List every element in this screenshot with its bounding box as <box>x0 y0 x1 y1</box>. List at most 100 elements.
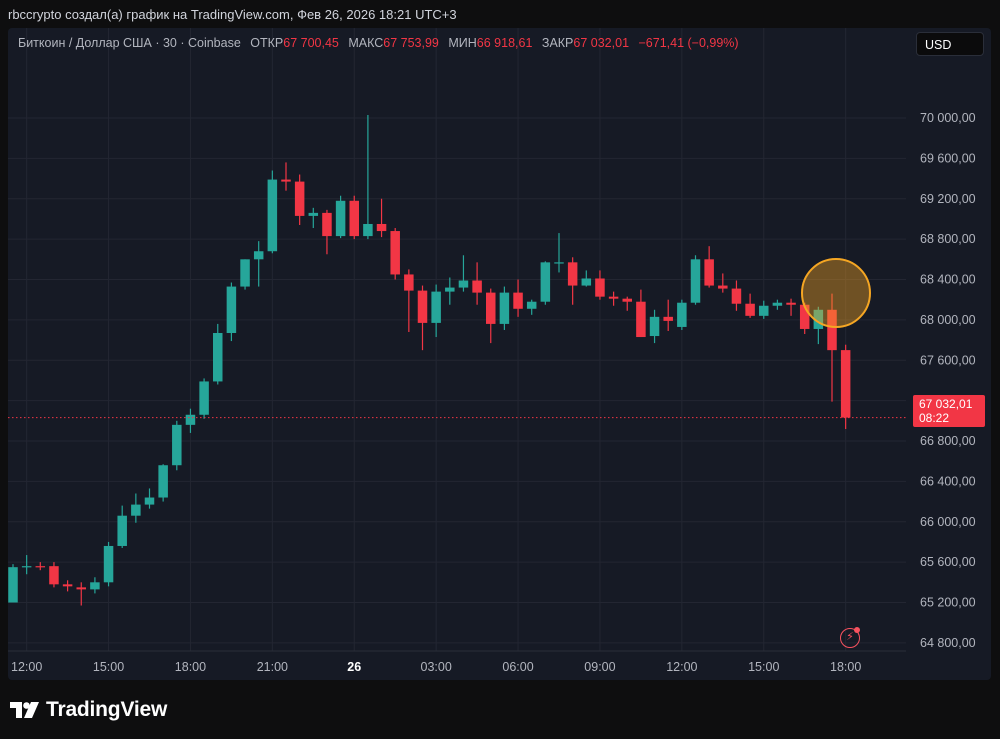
candle[interactable] <box>718 273 728 293</box>
candle-body <box>499 292 510 324</box>
candle[interactable] <box>213 323 223 385</box>
candle[interactable] <box>172 420 182 471</box>
candle[interactable] <box>90 577 100 594</box>
candle-body <box>308 212 319 216</box>
candle[interactable] <box>390 228 400 280</box>
candle[interactable] <box>677 299 687 330</box>
y-tick-label: 69 200,00 <box>920 192 976 206</box>
candle[interactable] <box>731 280 742 311</box>
candle[interactable] <box>759 300 769 319</box>
candle[interactable] <box>513 279 523 317</box>
candle-body <box>103 545 114 583</box>
candle[interactable] <box>349 195 360 240</box>
candle[interactable] <box>8 564 18 603</box>
candle[interactable] <box>281 162 291 191</box>
x-tick-label: 18:00 <box>830 660 861 674</box>
candle-body <box>636 301 646 338</box>
candle[interactable] <box>445 277 455 305</box>
y-tick-label: 66 000,00 <box>920 515 976 529</box>
candle[interactable] <box>636 289 646 338</box>
candle-body <box>76 587 86 590</box>
candle[interactable] <box>663 299 673 331</box>
candle[interactable] <box>404 269 414 332</box>
candle-body <box>458 280 469 288</box>
currency-button[interactable]: USD <box>916 32 984 56</box>
candle[interactable] <box>76 582 87 606</box>
candle-body <box>226 286 237 333</box>
candle[interactable] <box>376 198 387 238</box>
candle-body <box>240 259 250 287</box>
candle-body <box>117 515 127 546</box>
candle[interactable] <box>294 174 305 225</box>
candle[interactable] <box>608 291 619 306</box>
candle[interactable] <box>431 284 441 338</box>
candle[interactable] <box>786 298 796 316</box>
candle[interactable] <box>103 541 114 587</box>
candle[interactable] <box>21 555 32 575</box>
y-tick-label: 68 400,00 <box>920 273 976 287</box>
candle[interactable] <box>526 299 537 315</box>
candle-body <box>281 179 291 182</box>
y-tick-label: 65 200,00 <box>920 596 976 610</box>
chart-panel[interactable]: 12:00 15:00 18:00 21:00 26 03:00 06:00 09:00 12:… <box>8 28 991 680</box>
candle[interactable] <box>554 233 564 273</box>
y-tick-label: 66 400,00 <box>920 474 976 488</box>
candle[interactable] <box>772 299 783 310</box>
candle[interactable] <box>813 306 824 345</box>
candle[interactable] <box>581 270 592 287</box>
candle[interactable] <box>267 170 278 254</box>
x-tick-label: 03:00 <box>421 660 452 674</box>
y-tick-label: 67 600,00 <box>920 353 976 367</box>
candle[interactable] <box>35 562 46 571</box>
close-label: ЗАКР <box>541 36 574 50</box>
tradingview-brand[interactable]: TradingView <box>10 696 167 724</box>
candle[interactable] <box>49 562 59 588</box>
candle-body <box>144 497 155 505</box>
candle[interactable] <box>499 286 510 330</box>
brand-name: TradingView <box>46 698 168 721</box>
candle[interactable] <box>62 580 73 592</box>
candle[interactable] <box>240 259 250 290</box>
candle[interactable] <box>144 488 155 509</box>
candle[interactable] <box>322 209 332 255</box>
candle-body <box>554 262 564 264</box>
candle[interactable] <box>540 261 551 305</box>
candle[interactable] <box>417 285 428 351</box>
candle[interactable] <box>622 296 633 311</box>
candle-body <box>390 231 400 275</box>
candle[interactable] <box>335 195 346 239</box>
symbol-title[interactable]: Биткоин / Доллар США · 30 · Coinbase <box>18 36 241 50</box>
candle[interactable] <box>117 505 127 548</box>
x-tick-label: 15:00 <box>93 660 124 674</box>
candle[interactable] <box>704 246 714 288</box>
lightning-icon[interactable]: ⚡ <box>840 628 860 648</box>
candle[interactable] <box>567 257 578 305</box>
candle-body <box>581 278 592 286</box>
candle-body <box>677 302 687 327</box>
candle[interactable] <box>308 207 319 229</box>
candle[interactable] <box>253 241 264 287</box>
candle[interactable] <box>827 293 837 402</box>
y-tick-label: 64 800,00 <box>920 636 976 650</box>
y-tick-label: 65 600,00 <box>920 555 976 569</box>
candle[interactable] <box>840 344 851 430</box>
candle[interactable] <box>472 262 482 305</box>
last-price-value: 67 032,01 <box>919 397 973 411</box>
grid <box>8 28 906 651</box>
candle-body <box>185 414 196 425</box>
candle[interactable] <box>458 255 469 292</box>
candle[interactable] <box>486 288 496 344</box>
candle[interactable] <box>199 378 209 419</box>
candle[interactable] <box>131 493 141 523</box>
candle[interactable] <box>226 282 237 342</box>
candle[interactable] <box>595 270 605 300</box>
candle[interactable] <box>649 309 660 344</box>
candle[interactable] <box>363 114 373 240</box>
candle-body <box>8 567 18 603</box>
candle[interactable] <box>690 255 701 305</box>
candle[interactable] <box>745 293 755 318</box>
candlestick-chart[interactable]: 12:00 15:00 18:00 21:00 26 03:00 06:00 09:00 12:… <box>8 28 991 680</box>
candle[interactable] <box>185 408 196 433</box>
candle[interactable] <box>158 464 168 502</box>
candle-body <box>349 200 359 237</box>
